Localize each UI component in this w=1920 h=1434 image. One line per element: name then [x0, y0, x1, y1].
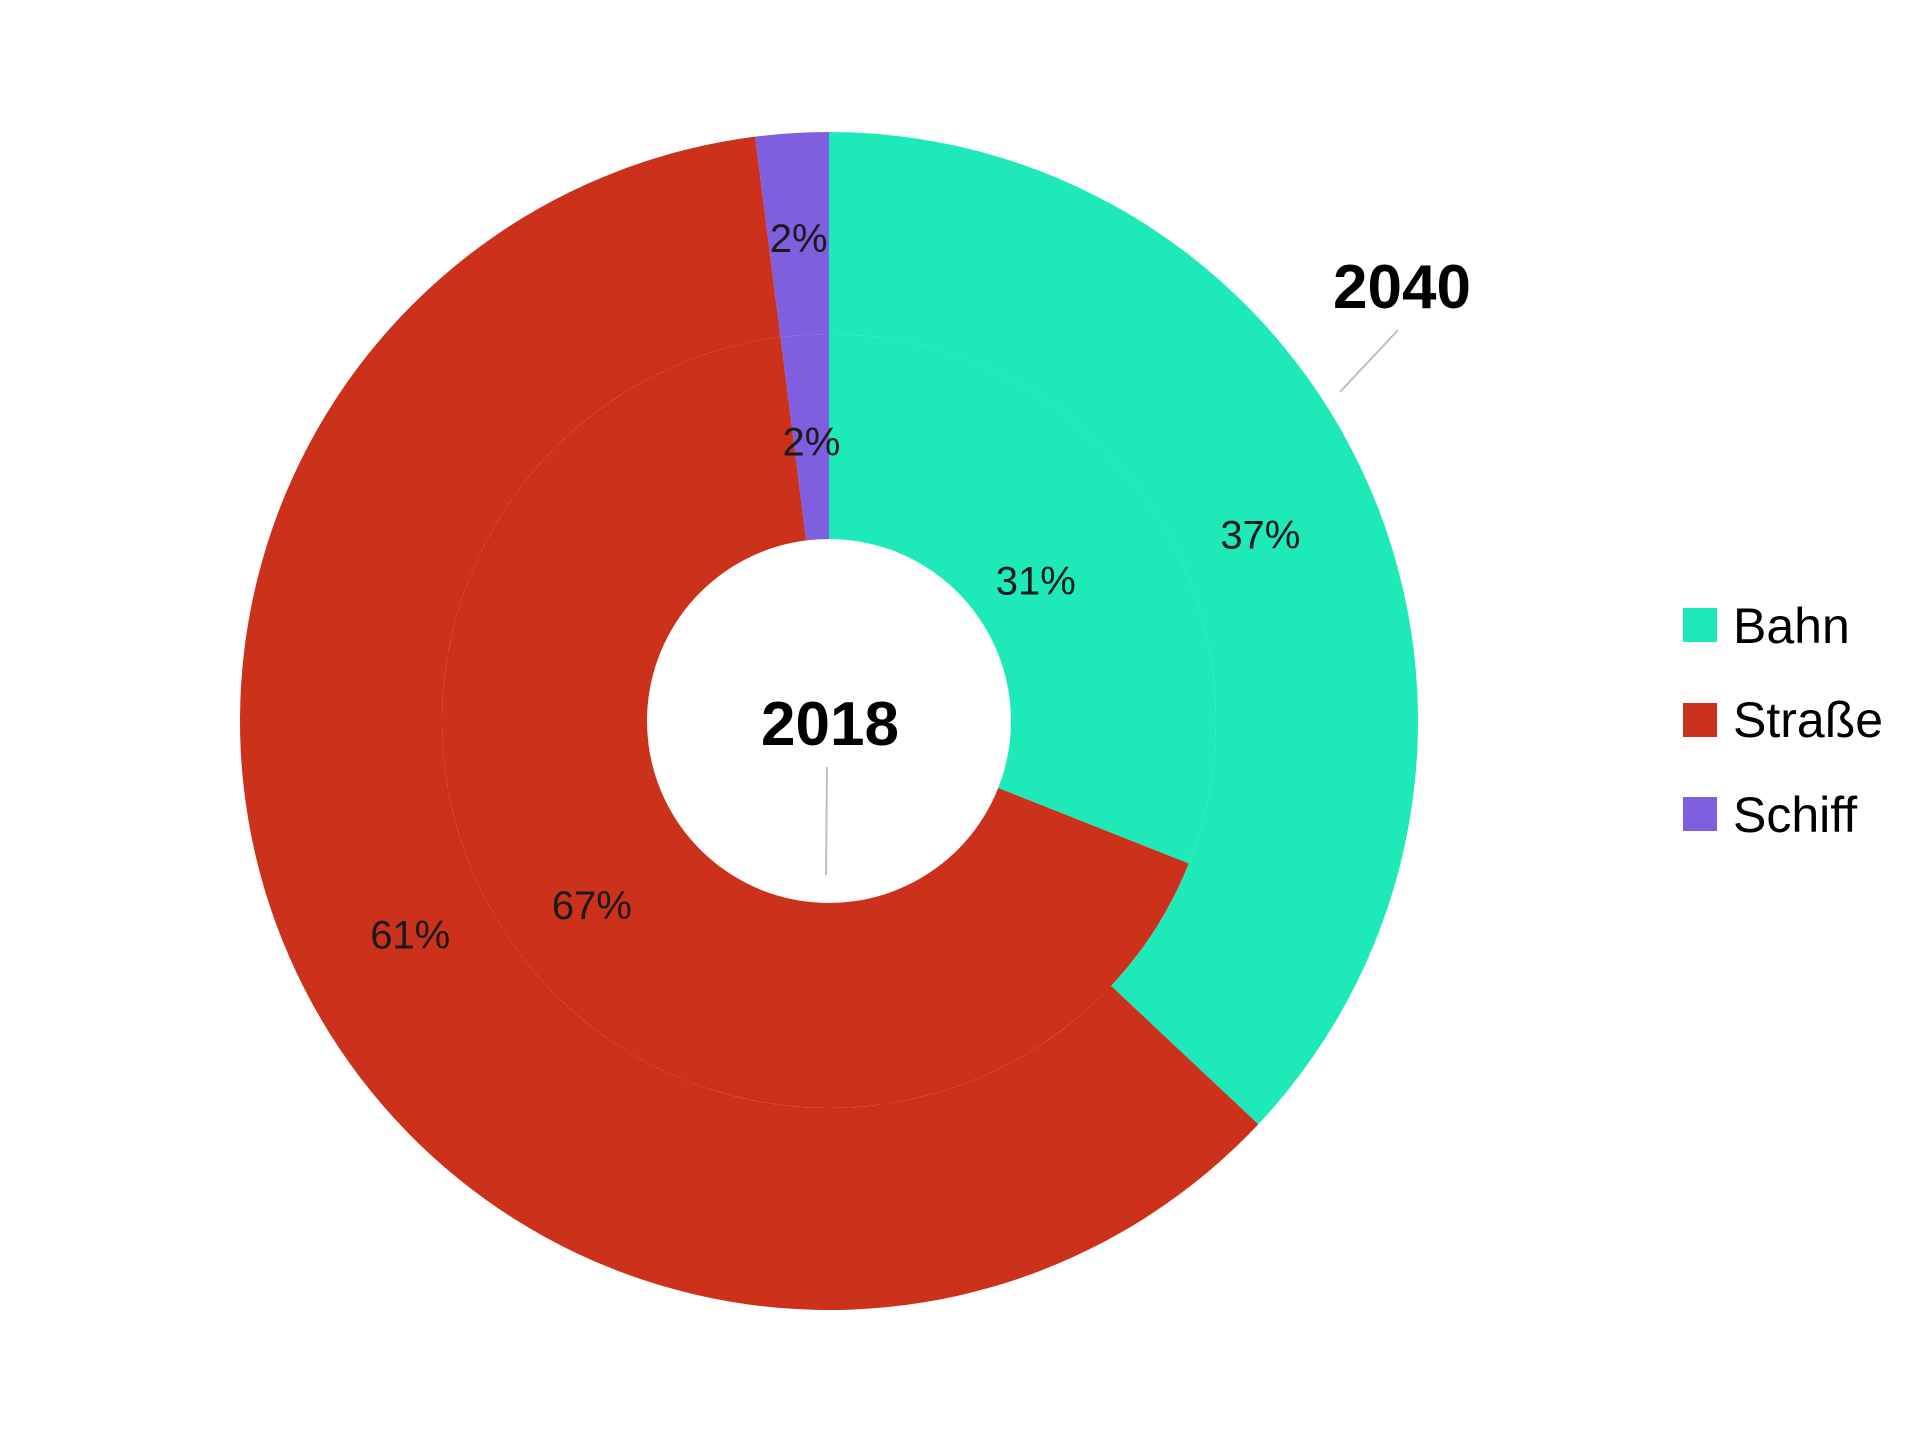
- percentage-labels: 31% 67% 2% 37% 61% 2%: [370, 217, 1300, 957]
- outer-ring-2040: [240, 132, 1418, 1311]
- legend-label-bahn: Bahn: [1733, 598, 1850, 654]
- data-label-2018-strasse: 67%: [552, 884, 632, 928]
- legend-swatch-bahn: [1683, 608, 1717, 642]
- data-label-2040-schiff: 2%: [770, 217, 828, 261]
- data-label-2040-strasse: 61%: [370, 913, 450, 957]
- legend-swatch-strasse: [1683, 703, 1717, 737]
- inner-year-label: 2018: [761, 690, 899, 759]
- outer-year-leader-line: [1339, 329, 1399, 393]
- data-label-2018-bahn: 31%: [996, 559, 1076, 603]
- inner-ring-2018: [442, 334, 1216, 1108]
- slice-2040-strasse: [240, 136, 1259, 1311]
- slice-2018-strasse: [442, 337, 1189, 1108]
- legend: Bahn Straße Schiff: [1683, 598, 1883, 843]
- legend-swatch-schiff: [1683, 797, 1717, 831]
- slice-2040-schiff: [755, 132, 829, 338]
- legend-label-strasse: Straße: [1733, 692, 1883, 748]
- slice-2018-bahn: [829, 334, 1216, 864]
- slice-2018-schiff: [780, 334, 829, 541]
- inner-year-leader-line: [825, 766, 828, 876]
- data-label-2040-bahn: 37%: [1220, 513, 1300, 557]
- legend-label-schiff: Schiff: [1733, 787, 1857, 843]
- outer-year-label: 2040: [1333, 253, 1471, 322]
- data-label-2018-schiff: 2%: [783, 421, 841, 465]
- slice-2040-bahn: [829, 132, 1418, 1125]
